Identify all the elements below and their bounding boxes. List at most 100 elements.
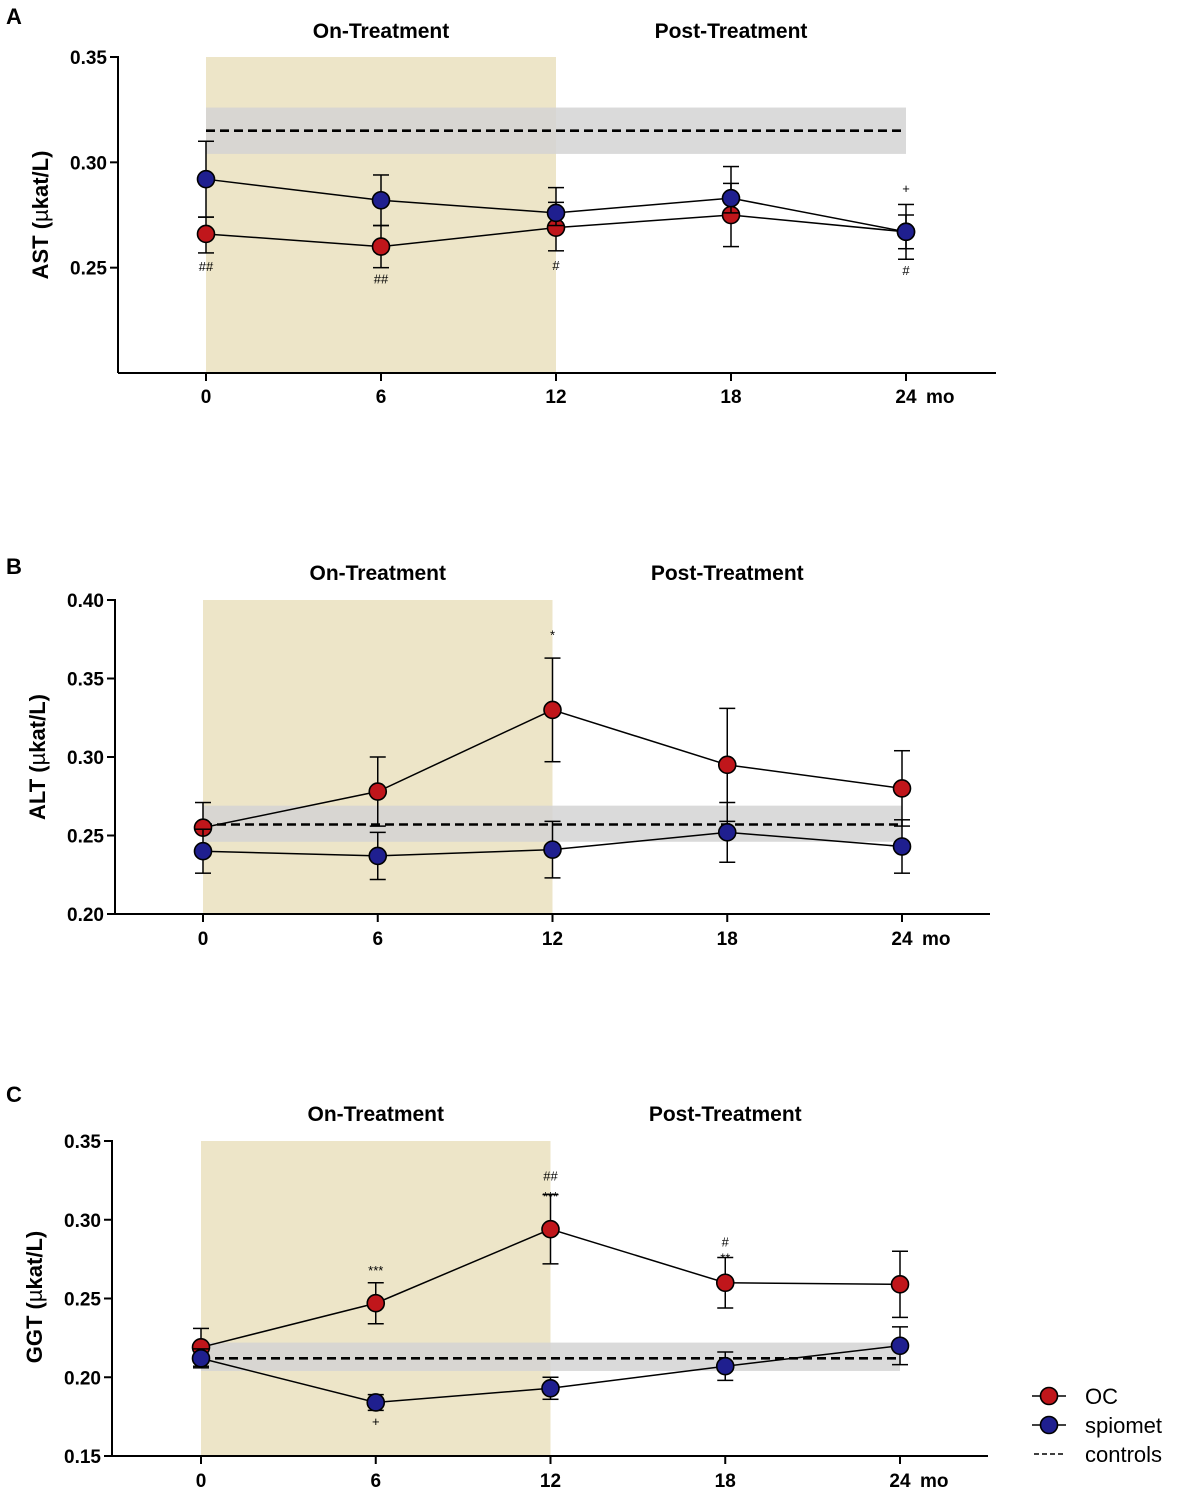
significance-marker: *** bbox=[543, 1189, 558, 1204]
y-axis-title-mu: µ bbox=[25, 752, 50, 765]
data-point-spiomet bbox=[717, 823, 737, 842]
x-tick-label: 24 bbox=[895, 387, 917, 408]
panel-letter: A bbox=[6, 4, 22, 29]
legend-item-spiomet: spiomet bbox=[1032, 1413, 1162, 1438]
controls-range-band bbox=[201, 1342, 900, 1371]
significance-marker: + bbox=[902, 181, 910, 196]
data-point-oc bbox=[890, 1275, 910, 1294]
y-tick-label: 0.25 bbox=[67, 827, 104, 848]
significance-marker: ## bbox=[199, 259, 214, 274]
y-tick-label: 0.20 bbox=[67, 905, 104, 926]
y-tick-label: 0.20 bbox=[64, 1368, 101, 1389]
series-spiomet bbox=[193, 801, 912, 881]
series-oc bbox=[193, 657, 912, 837]
panel-c: 0.15 0.20 0.25 0.30 0.35 0 6 12 18 24 mo On-Treatme… bbox=[6, 1082, 988, 1492]
x-tick-label: 24 bbox=[889, 1471, 911, 1492]
x-tick-label: 6 bbox=[372, 929, 383, 950]
legend-item-oc: OC bbox=[1032, 1384, 1118, 1409]
y-tick-label: 0.35 bbox=[64, 1132, 101, 1153]
significance-marker: ## bbox=[374, 271, 389, 286]
data-point-spiomet bbox=[543, 840, 562, 859]
x-unit-label: mo bbox=[920, 1471, 949, 1492]
x-tick-label: 0 bbox=[201, 387, 212, 408]
y-tick-label: 0.25 bbox=[70, 259, 107, 280]
data-point-spiomet bbox=[366, 1393, 386, 1412]
data-point-oc bbox=[368, 782, 388, 801]
y-axis-title-mu: µ bbox=[28, 209, 53, 222]
y-axis-title-suffix: kat/L) bbox=[25, 694, 50, 753]
y-tick-label: 0.25 bbox=[64, 1290, 101, 1311]
y-tick-label: 0.35 bbox=[67, 670, 104, 691]
x-unit-label: mo bbox=[926, 387, 955, 408]
x-tick-label: 0 bbox=[196, 1471, 207, 1492]
panel-b: 0.20 0.25 0.30 0.35 0.40 0 6 12 18 24 mo On-Treatme… bbox=[6, 554, 990, 950]
x-tick-label: 24 bbox=[891, 929, 913, 950]
y-axis-title-prefix: ALT ( bbox=[25, 765, 50, 820]
data-point-spiomet bbox=[546, 203, 566, 223]
data-point-oc bbox=[543, 700, 562, 720]
y-axis-title-suffix: kat/L) bbox=[22, 1231, 47, 1290]
data-point-spiomet bbox=[193, 841, 213, 861]
y-tick-label: 0.30 bbox=[67, 748, 104, 769]
significance-marker: + bbox=[372, 1414, 380, 1429]
significance-marker: * bbox=[550, 627, 555, 642]
data-point-oc bbox=[366, 1293, 386, 1313]
data-point-spiomet bbox=[715, 1356, 735, 1376]
panel-letter: C bbox=[6, 1082, 22, 1107]
data-point-spiomet bbox=[896, 222, 916, 242]
significance-marker: # bbox=[722, 1235, 730, 1250]
x-tick-label: 18 bbox=[715, 1471, 736, 1492]
post-treatment-title: Post-Treatment bbox=[651, 562, 804, 585]
data-point-spiomet bbox=[721, 188, 741, 208]
data-point-spiomet bbox=[541, 1378, 560, 1398]
significance-marker: # bbox=[552, 258, 560, 273]
panel-a: 0.25 0.30 0.35 0 6 12 18 24 mo On-Treatment Post-T… bbox=[6, 4, 996, 408]
x-tick-label: 18 bbox=[720, 387, 741, 408]
data-point-spiomet bbox=[196, 169, 216, 189]
y-axis-title: AST (µkat/L) bbox=[28, 151, 53, 280]
y-axis-title: GGT (µkat/L) bbox=[22, 1231, 47, 1363]
x-tick-label: 12 bbox=[545, 387, 566, 408]
y-axis-title-suffix: kat/L) bbox=[28, 151, 53, 210]
on-treatment-title: On-Treatment bbox=[307, 1103, 444, 1126]
panel-letter: B bbox=[6, 554, 22, 579]
data-point-spiomet bbox=[191, 1349, 211, 1368]
y-tick-label: 0.30 bbox=[64, 1211, 101, 1232]
series-spiomet bbox=[191, 1326, 910, 1412]
x-tick-label: 6 bbox=[370, 1471, 381, 1492]
x-unit-label: mo bbox=[922, 929, 951, 950]
legend-label: spiomet bbox=[1085, 1413, 1162, 1438]
data-point-spiomet bbox=[890, 1336, 910, 1356]
y-axis-title-mu: µ bbox=[22, 1289, 47, 1302]
x-tick-label: 0 bbox=[198, 929, 209, 950]
legend-marker bbox=[1039, 1415, 1059, 1435]
legend: OC spiomet controls bbox=[1032, 1384, 1162, 1467]
significance-marker: ** bbox=[720, 1250, 730, 1265]
on-treatment-title: On-Treatment bbox=[309, 562, 446, 585]
data-point-spiomet bbox=[371, 190, 391, 210]
y-axis-title-prefix: AST ( bbox=[28, 221, 53, 279]
post-treatment-title: Post-Treatment bbox=[655, 20, 808, 43]
legend-label: controls bbox=[1085, 1442, 1162, 1467]
legend-label: OC bbox=[1085, 1384, 1118, 1409]
y-tick-label: 0.40 bbox=[67, 591, 104, 612]
series-spiomet bbox=[196, 140, 916, 250]
y-tick-label: 0.30 bbox=[70, 153, 107, 174]
data-point-oc bbox=[371, 237, 391, 256]
y-tick-label: 0.15 bbox=[64, 1447, 101, 1468]
data-point-oc bbox=[717, 755, 737, 775]
significance-marker: ## bbox=[543, 1168, 558, 1183]
x-tick-label: 6 bbox=[376, 387, 387, 408]
x-tick-label: 12 bbox=[542, 929, 563, 950]
x-tick-label: 18 bbox=[717, 929, 738, 950]
y-tick-label: 0.35 bbox=[70, 48, 107, 69]
x-tick-label: 12 bbox=[540, 1471, 561, 1492]
data-point-spiomet bbox=[892, 837, 912, 856]
significance-marker: *** bbox=[368, 1263, 383, 1278]
data-point-oc bbox=[196, 224, 216, 244]
on-treatment-title: On-Treatment bbox=[313, 20, 450, 43]
data-point-oc bbox=[892, 779, 912, 798]
data-point-oc bbox=[541, 1219, 560, 1239]
significance-marker: # bbox=[902, 263, 910, 278]
